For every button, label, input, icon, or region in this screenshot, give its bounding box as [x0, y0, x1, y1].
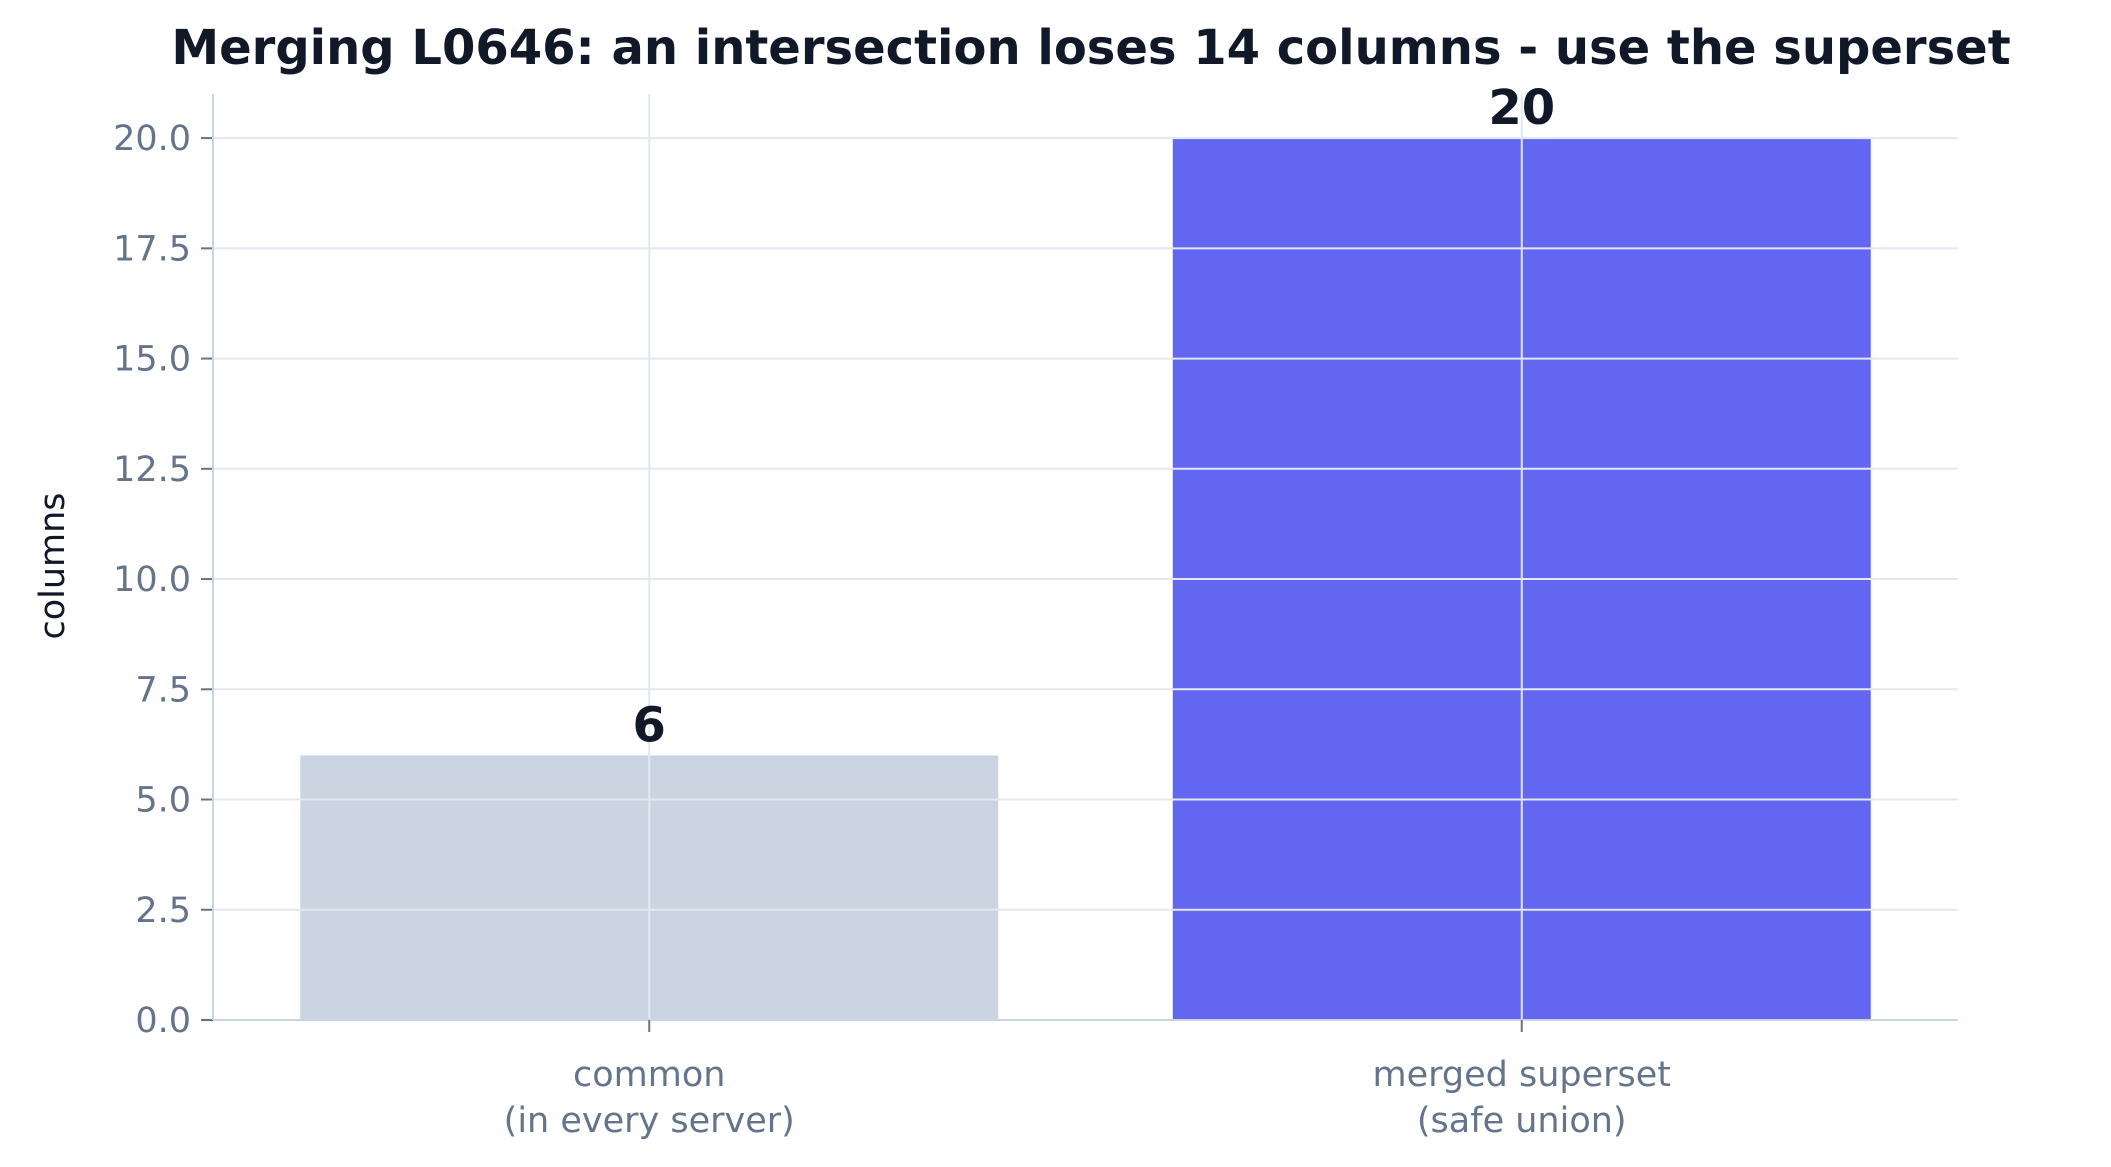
x-tick-label: merged superset — [1372, 1055, 1671, 1095]
y-tick-label: 15.0 — [113, 340, 191, 380]
y-tick-label: 0.0 — [135, 1001, 191, 1041]
overlay-grid-layer — [213, 94, 1958, 1021]
x-tick-label: (in every server) — [504, 1101, 795, 1141]
y-tick-label: 12.5 — [113, 450, 191, 490]
y-axis-label: columns — [33, 492, 73, 639]
y-tick-label: 2.5 — [135, 891, 191, 931]
bar-value-label: 20 — [1488, 80, 1555, 136]
axes-layer — [201, 94, 1958, 1032]
bar-value-label: 6 — [633, 697, 666, 753]
y-tick-label: 20.0 — [113, 119, 191, 159]
x-tick-label: common — [573, 1055, 725, 1095]
chart-title: Merging L0646: an intersection loses 14 … — [171, 20, 2010, 76]
y-tick-label: 5.0 — [135, 781, 191, 821]
y-tick-label: 10.0 — [113, 560, 191, 600]
labels-layer: 0.0 2.5 5.0 7.5 10.0 12.5 15.0 17.5 20.0 6 20 commo… — [113, 80, 1671, 1141]
y-tick-label: 17.5 — [113, 229, 191, 269]
x-tick-label: (safe union) — [1417, 1101, 1627, 1141]
y-tick-label: 7.5 — [135, 670, 191, 710]
